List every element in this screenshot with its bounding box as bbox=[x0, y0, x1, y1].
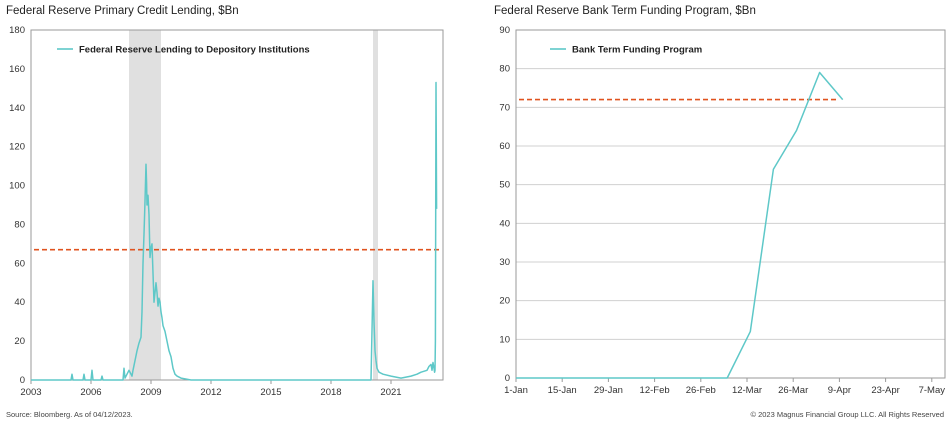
x-tick-label-8: 23-Apr bbox=[871, 385, 900, 396]
y-tick-label-20: 20 bbox=[499, 296, 510, 307]
y-tick-label-0: 0 bbox=[20, 375, 25, 386]
y-tick-label-80: 80 bbox=[499, 64, 510, 75]
y-tick-label-10: 10 bbox=[499, 334, 510, 345]
shaded-period-1 bbox=[373, 30, 378, 380]
series-line-0 bbox=[516, 71, 844, 379]
y-tick-label-0: 0 bbox=[505, 373, 510, 384]
y-tick-label-90: 90 bbox=[499, 25, 510, 36]
y-tick-label-80: 80 bbox=[14, 219, 25, 230]
x-tick-label-0: 2003 bbox=[20, 387, 41, 398]
plot-frame bbox=[515, 29, 946, 379]
y-tick-label-120: 120 bbox=[9, 142, 25, 153]
series-line-0 bbox=[31, 81, 438, 381]
y-tick-label-40: 40 bbox=[499, 218, 510, 229]
y-tick-label-100: 100 bbox=[9, 181, 25, 192]
x-tick-label-5: 2018 bbox=[320, 387, 341, 398]
x-tick-label-1: 15-Jan bbox=[548, 385, 577, 396]
x-tick-label-1: 2006 bbox=[80, 387, 101, 398]
right-chart-title: Federal Reserve Bank Term Funding Progra… bbox=[494, 5, 756, 17]
x-tick-label-2: 2009 bbox=[140, 387, 161, 398]
y-tick-label-160: 160 bbox=[9, 64, 25, 75]
x-tick-label-9: 7-May bbox=[919, 385, 946, 396]
copyright-note: © 2023 Magnus Financial Group LLC. All R… bbox=[750, 410, 944, 419]
y-tick-label-20: 20 bbox=[14, 336, 25, 347]
x-tick-label-7: 9-Apr bbox=[828, 385, 851, 396]
legend-label: Federal Reserve Lending to Depository In… bbox=[79, 45, 310, 56]
primary-credit-chart: 0 20 40 60 80 100 120 140 160 180 2003 2006 2009 2012… bbox=[9, 25, 444, 398]
y-tick-label-40: 40 bbox=[14, 297, 25, 308]
y-tick-label-140: 140 bbox=[9, 103, 25, 114]
x-tick-label-0: 1-Jan bbox=[504, 385, 528, 396]
x-tick-label-6: 26-Mar bbox=[778, 385, 808, 396]
y-tick-label-30: 30 bbox=[499, 257, 510, 268]
x-tick-label-5: 12-Mar bbox=[732, 385, 762, 396]
plot-frame bbox=[30, 29, 444, 381]
source-note: Source: Bloomberg. As of 04/12/2023. bbox=[6, 410, 133, 419]
x-tick-label-4: 26-Feb bbox=[686, 385, 716, 396]
btfp-chart: 0 10 20 30 40 50 60 70 80 90 1-Jan 15-Jan 29-Jan 12-F… bbox=[499, 25, 946, 396]
y-tick-label-60: 60 bbox=[499, 141, 510, 152]
y-tick-label-70: 70 bbox=[499, 102, 510, 113]
x-tick-label-4: 2015 bbox=[260, 387, 281, 398]
x-tick-label-3: 2012 bbox=[200, 387, 221, 398]
left-chart-title: Federal Reserve Primary Credit Lending, … bbox=[6, 5, 239, 17]
x-tick-label-6: 2021 bbox=[380, 387, 401, 398]
x-tick-label-3: 12-Feb bbox=[640, 385, 670, 396]
legend-label: Bank Term Funding Program bbox=[572, 45, 702, 56]
y-tick-label-60: 60 bbox=[14, 258, 25, 269]
y-tick-label-50: 50 bbox=[499, 180, 510, 191]
y-tick-label-180: 180 bbox=[9, 25, 25, 36]
x-tick-label-2: 29-Jan bbox=[594, 385, 623, 396]
